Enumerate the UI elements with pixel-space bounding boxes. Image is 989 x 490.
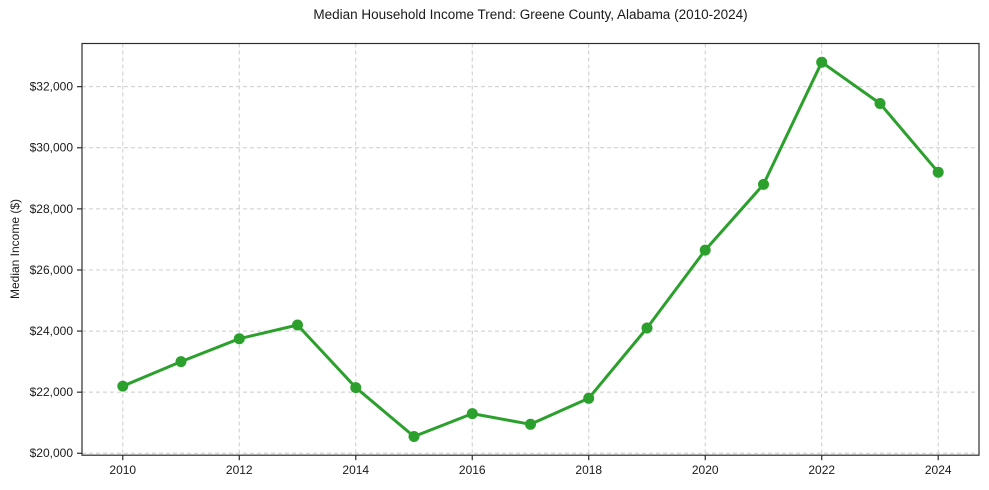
data-point-2019 (641, 322, 653, 334)
data-point-2023 (874, 98, 886, 109)
x-axis-tick-label: 2022 (808, 463, 835, 477)
income-trend-line (121, 60, 940, 438)
axes-spines (81, 42, 980, 456)
y-axis-tick-label: $32,000 (30, 80, 74, 94)
chart-title: Median Household Income Trend: Greene Co… (313, 7, 748, 22)
data-point-2013 (292, 319, 303, 331)
data-point-2016 (466, 408, 478, 420)
data-point-2012 (233, 333, 245, 345)
x-axis-tick-label: 2010 (109, 463, 136, 477)
y-axis-tick-label: $20,000 (30, 446, 74, 460)
x-axis-tick-label: 2018 (575, 463, 602, 477)
x-axis-tick-label: 2014 (342, 463, 369, 477)
x-axis-tick-label: 2016 (459, 463, 486, 477)
x-axis-tick-label: 2012 (226, 463, 253, 477)
data-point-2010 (117, 380, 129, 392)
y-axis-tick-label: $22,000 (30, 385, 74, 399)
x-axis-tick-label: 2024 (925, 463, 952, 477)
data-point-2017 (525, 418, 536, 430)
data-point-2011 (175, 356, 187, 368)
data-point-2014 (350, 382, 362, 394)
y-axis-tick-label: $30,000 (30, 141, 74, 155)
data-point-2024 (932, 166, 944, 178)
data-point-2018 (583, 392, 595, 404)
data-point-2015 (408, 431, 420, 442)
data-point-2020 (699, 244, 711, 256)
data-point-2022 (816, 56, 828, 68)
data-point-2021 (758, 178, 769, 190)
x-axis-tick-label: 2020 (692, 463, 719, 477)
y-axis-tick-label: $24,000 (30, 324, 74, 338)
y-axis-tick-label: $26,000 (30, 263, 74, 277)
y-axis-tick-label: $28,000 (30, 202, 74, 216)
